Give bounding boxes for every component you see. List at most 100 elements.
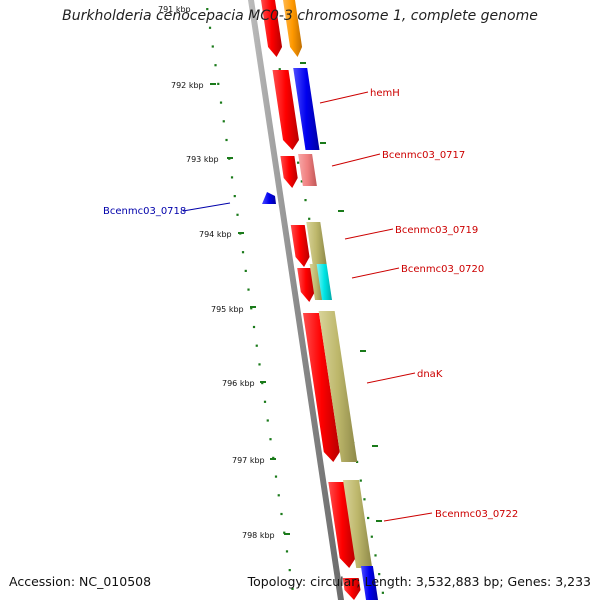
ruler-tick: [211, 45, 214, 48]
ruler-tick: [274, 475, 278, 478]
label-leader-line: [319, 91, 369, 104]
ruler-major-tick: [320, 142, 326, 144]
cds-arrow[interactable]: [302, 313, 340, 462]
cds-bar-khaki[interactable]: [318, 311, 358, 462]
ruler-label: 792 kbp: [171, 81, 204, 90]
cds-arrow-orange[interactable]: [283, 0, 303, 57]
ruler-tick: [206, 8, 209, 11]
ruler-tick: [288, 569, 291, 572]
ruler-label: 796 kbp: [222, 379, 255, 388]
chromosome-backbone: [248, 0, 344, 600]
ruler-major-tick: [338, 210, 344, 212]
ruler-tick: [244, 269, 247, 272]
ruler-tick: [367, 516, 370, 520]
cds-bar-cyan[interactable]: [316, 264, 332, 300]
ruler-major-tick: [250, 306, 256, 308]
cds-arrow[interactable]: [261, 0, 283, 57]
ruler-tick: [208, 26, 212, 29]
ruler-tick: [255, 344, 258, 347]
label-leader-line: [344, 228, 394, 240]
ruler-tick: [258, 363, 261, 366]
ruler-major-tick: [210, 83, 216, 85]
cds-bar-khaki[interactable]: [343, 480, 373, 568]
gene-features: [261, 0, 378, 600]
gene-feature-bcenmc03-0718[interactable]: [262, 192, 276, 204]
cds-arrow[interactable]: [297, 268, 315, 302]
cds-arrow[interactable]: [280, 156, 298, 188]
gene-label-dnaK[interactable]: dnaK: [417, 369, 443, 380]
label-leader-line: [351, 267, 400, 279]
accession-text: Accession: NC_010508: [9, 574, 152, 589]
gene-label-hemH[interactable]: hemH: [370, 88, 400, 99]
ruler-tick: [263, 400, 267, 403]
gene-label-bcenmc03-0717[interactable]: Bcenmc03_0717: [382, 150, 465, 161]
ruler-tick: [278, 68, 281, 71]
ruler-tick: [277, 494, 280, 497]
label-leader-line: [383, 512, 433, 522]
ruler-tick: [236, 213, 239, 216]
cds-arrow[interactable]: [290, 225, 310, 267]
ruler-tick: [219, 101, 223, 104]
ruler-tick: [241, 251, 245, 254]
ruler-major-tick: [300, 62, 306, 64]
gene-labels: hemH Bcenmc03_0717 Bcenmc03_0718 Bcenmc0…: [103, 88, 518, 520]
ruler-major-tick: [284, 533, 290, 535]
ruler-tick: [217, 82, 220, 85]
ruler-labels: 791 kbp 792 kbp 793 kbp 794 kbp 795 kbp …: [158, 5, 275, 540]
gene-label-bcenmc03-0720[interactable]: Bcenmc03_0720: [401, 264, 484, 275]
ruler-tick: [272, 456, 275, 459]
ruler-major-tick: [227, 157, 233, 159]
ruler-tick: [261, 382, 264, 385]
ruler-tick: [252, 325, 256, 329]
ruler-tick: [308, 217, 311, 220]
ruler-major-tick: [372, 445, 378, 447]
ruler-tick: [266, 419, 269, 422]
ruler-tick: [285, 550, 289, 553]
gene-label-bcenmc03-0722[interactable]: Bcenmc03_0722: [435, 509, 518, 520]
ruler-tick: [297, 161, 300, 164]
label-leader-line: [182, 202, 231, 212]
ruler-tick: [230, 176, 234, 179]
ruler-tick: [222, 120, 225, 123]
ruler-tick: [363, 498, 366, 501]
genome-summary-text: Topology: circular; Length: 3,532,883 bp…: [247, 574, 591, 589]
ruler-major-tick: [260, 381, 266, 383]
cds-bar-pink[interactable]: [298, 154, 317, 186]
ruler-tick: [359, 479, 362, 482]
cds-bar-khaki[interactable]: [306, 222, 327, 264]
ruler-label: 791 kbp: [158, 5, 191, 14]
label-leader-line: [331, 153, 381, 167]
ruler-tick: [381, 591, 384, 594]
map-title: Burkholderia cenocepacia MC0-3 chromosom…: [62, 8, 538, 24]
ruler-label: 793 kbp: [186, 155, 219, 164]
ruler-label: 795 kbp: [211, 305, 244, 314]
ruler-major-tick: [238, 232, 244, 234]
ruler-tick: [214, 64, 217, 67]
ruler-tick: [269, 438, 272, 441]
ruler-major-tick: [270, 458, 276, 460]
cds-bar-khaki[interactable]: [309, 264, 323, 300]
cds-bar-blue[interactable]: [293, 68, 320, 150]
ruler-major-tick: [360, 350, 366, 352]
ruler-tick: [378, 573, 381, 576]
ruler-tick: [291, 587, 294, 590]
ruler-major-tick: [376, 520, 382, 522]
ruler-tick: [225, 138, 228, 142]
ruler-tick: [304, 199, 307, 202]
ruler-tick: [283, 531, 286, 534]
cds-arrow[interactable]: [342, 578, 361, 600]
ruler-tick: [300, 180, 303, 183]
ruler-tick: [247, 288, 250, 291]
ruler-tick: [233, 195, 236, 198]
label-leader-line: [366, 372, 416, 384]
ruler-label: 798 kbp: [242, 531, 275, 540]
cds-bar-blue[interactable]: [360, 566, 378, 600]
ruler-label: 797 kbp: [232, 456, 265, 465]
gene-label-bcenmc03-0718[interactable]: Bcenmc03_0718: [103, 206, 186, 217]
ruler-label: 794 kbp: [199, 230, 232, 239]
gene-label-bcenmc03-0719[interactable]: Bcenmc03_0719: [395, 225, 478, 236]
cds-arrow[interactable]: [328, 482, 356, 568]
cds-arrow[interactable]: [272, 70, 300, 150]
label-leaders: [182, 91, 433, 522]
